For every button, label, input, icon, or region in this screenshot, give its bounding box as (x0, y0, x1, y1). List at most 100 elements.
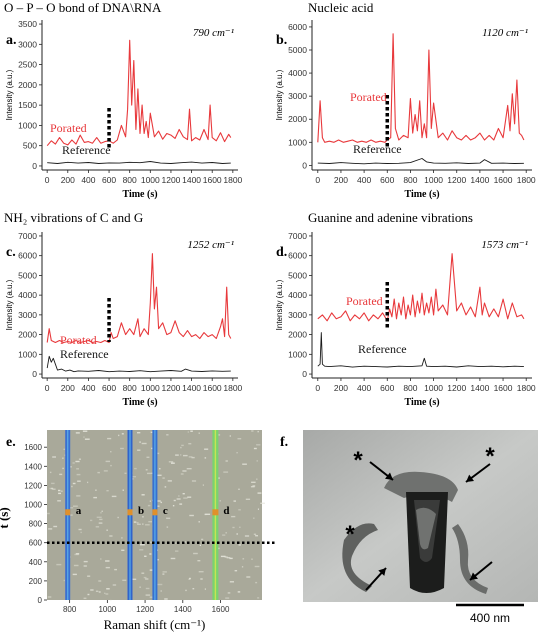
heatmap-noise-speck (105, 593, 109, 595)
heatmap-noise-speck (56, 563, 62, 566)
heatmap-noise-speck (191, 480, 197, 482)
heatmap-noise-speck (182, 493, 185, 495)
heatmap-noise-speck (260, 502, 265, 504)
heatmap-noise-speck (145, 578, 149, 580)
y-axis-label: Intensity (a.u.) (5, 69, 14, 120)
heatmap-noise-speck (253, 533, 257, 535)
heatmap-noise-speck (162, 573, 165, 575)
x-tick-label: 400 (81, 383, 95, 393)
panel-e: e. a b c d 800 1000 1200 1400 1600 0 200 400 600 800 10… (0, 430, 276, 632)
reference-label: Reference (353, 142, 402, 156)
heatmap-noise-speck (197, 560, 201, 562)
heatmap-noise-speck (78, 458, 81, 460)
heatmap-noise-speck (257, 597, 260, 599)
heatmap-noise-speck (98, 522, 103, 524)
heatmap-noise-speck (234, 570, 238, 572)
heatmap-noise-speck (73, 564, 79, 567)
x-tick-label: 1000 (141, 175, 160, 185)
x-tick-label: 1800 (223, 175, 242, 185)
y-tick-label: 0 (32, 369, 37, 379)
heatmap-noise-speck (87, 593, 90, 596)
heatmap-noise-speck (173, 499, 176, 502)
heatmap-noise-speck (53, 525, 58, 528)
x-tick-label: 1600 (212, 605, 230, 614)
heatmap-noise-speck (204, 448, 209, 450)
heatmap-noise-speck (139, 586, 141, 588)
y-tick-label: 4000 (288, 290, 307, 300)
heatmap-noise-speck (97, 471, 100, 474)
heatmap-noise-speck (58, 489, 61, 492)
heatmap-noise-speck (187, 496, 192, 498)
heatmap-noise-speck (223, 471, 229, 473)
x-tick-label: 0 (315, 383, 320, 393)
x-tick-label: 200 (334, 383, 348, 393)
heatmap-noise-speck (110, 599, 112, 602)
heatmap-noise-speck (166, 526, 169, 528)
panel-f: f. * * * 400 nm (280, 430, 538, 625)
heatmap-noise-speck (147, 472, 152, 475)
y-tick-label: 3000 (18, 39, 37, 49)
heatmap-noise-speck (145, 594, 151, 596)
panel-title: O – P – O bond of DNA\RNA (4, 0, 162, 15)
x-tick-label: 200 (61, 175, 75, 185)
heatmap-noise-speck (193, 552, 198, 555)
x-axis-label: Time (s) (122, 189, 157, 200)
heatmap-noise-speck (136, 522, 139, 524)
heatmap-noise-speck (150, 431, 153, 433)
x-tick-label: 1000 (141, 383, 160, 393)
heatmap-noise-speck (172, 505, 175, 507)
x-axis-label: Raman shift (cm⁻¹) (104, 617, 206, 632)
heatmap-noise-speck (236, 533, 238, 535)
porated-line (317, 253, 525, 322)
asterisk-marker: * (345, 521, 355, 548)
heatmap-noise-speck (63, 448, 66, 450)
heatmap-noise-speck (257, 508, 259, 510)
heatmap-noise-speck (49, 471, 52, 474)
heatmap-noise-speck (164, 486, 167, 488)
arrow-head (470, 572, 478, 580)
heatmap-noise-speck (52, 488, 56, 490)
heatmap-noise-speck (141, 572, 145, 574)
heatmap-noise-speck (146, 456, 150, 458)
heatmap-noise-speck (170, 557, 176, 560)
heatmap-noise-speck (149, 569, 153, 571)
porated-line (46, 253, 232, 344)
heatmap-noise-speck (242, 463, 247, 465)
heatmap-noise-speck (189, 577, 191, 580)
panel-letter: c. (6, 245, 16, 260)
arrow-head (466, 474, 474, 482)
heatmap-noise-speck (107, 437, 112, 440)
heatmap-noise-speck (178, 495, 180, 497)
x-tick-label: 1000 (424, 175, 443, 185)
heatmap-noise-speck (106, 529, 108, 531)
porated-label: Porated (346, 294, 383, 308)
heatmap-noise-speck (149, 553, 152, 555)
heatmap-noise-speck (47, 512, 50, 515)
porated-label: Porated (50, 121, 87, 135)
heatmap-noise-speck (104, 592, 106, 594)
x-tick-label: 1600 (494, 175, 513, 185)
heatmap-noise-speck (121, 433, 124, 435)
y-tick-label: 3000 (18, 310, 37, 320)
x-tick-label: 1400 (470, 383, 489, 393)
heatmap-noise-speck (171, 462, 175, 464)
heatmap-hotspot (127, 509, 133, 516)
heatmap-noise-speck (100, 512, 102, 514)
heatmap-noise-speck (75, 460, 80, 463)
heatmap-noise-speck (168, 461, 174, 463)
heatmap-noise-speck (105, 560, 110, 562)
x-tick-label: 1400 (182, 175, 201, 185)
pore-texture (416, 507, 436, 550)
panel-letter: b. (276, 33, 287, 48)
x-tick-label: 600 (102, 175, 116, 185)
heatmap-noise-speck (139, 441, 141, 443)
heatmap-noise-speck (62, 467, 64, 470)
heatmap-noise-speck (48, 528, 53, 530)
heatmap-noise-speck (57, 500, 61, 502)
heatmap-noise-speck (187, 431, 189, 433)
heatmap-noise-speck (149, 596, 155, 598)
heatmap-noise-speck (246, 576, 251, 578)
heatmap-noise-speck (179, 503, 183, 505)
heatmap-noise-speck (105, 460, 110, 463)
panel-c: c. NH₂ vibrations of C and G 1252 cm⁻¹ 0 100… (4, 210, 243, 408)
